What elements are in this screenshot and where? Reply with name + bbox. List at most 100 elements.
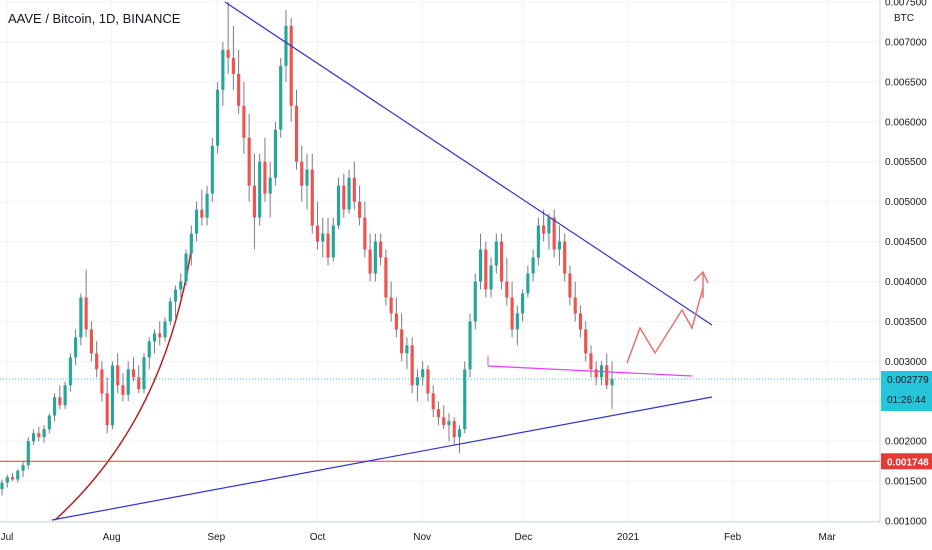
candle-body [74, 337, 78, 358]
candle-body [79, 297, 83, 338]
candle-body [279, 65, 283, 130]
neckline [487, 365, 693, 377]
time-axis[interactable]: Jul Aug Sep Oct Nov Dec 2021 Feb Mar [1, 532, 837, 543]
candle-body [16, 470, 20, 480]
candle-body [63, 385, 67, 406]
support-price-badge [881, 453, 932, 470]
candle-body [305, 169, 309, 186]
candle-body [478, 249, 483, 282]
price-tick-label: 0.004000 [885, 277, 927, 288]
time-tick-label: Nov [413, 532, 431, 543]
candle-body [394, 313, 398, 330]
candle-body [410, 345, 414, 386]
candle-body [368, 249, 372, 274]
price-tick-label: 0.005500 [885, 157, 927, 168]
last-price-badge [881, 370, 932, 387]
candle-body [358, 201, 362, 218]
candle-body [326, 233, 330, 258]
candle-body [547, 217, 551, 234]
candle-body [557, 241, 561, 250]
candle-body [531, 257, 535, 274]
candle-body [137, 377, 141, 390]
candle-body [105, 393, 109, 426]
price-tick-label: 0.004500 [885, 237, 927, 248]
candle-body [237, 73, 241, 106]
candle-body [384, 257, 388, 298]
candle-body [216, 89, 220, 146]
candle-body [442, 417, 446, 426]
countdown-value: 01:26:44 [887, 395, 926, 406]
candle-body [68, 357, 72, 386]
parabolic-curve [54, 244, 193, 521]
price-axis-bg [880, 0, 932, 522]
candle-body [58, 397, 62, 406]
candle-body [552, 217, 556, 250]
candle-body [347, 177, 351, 210]
candle-body [515, 313, 519, 330]
candle-body [589, 353, 593, 370]
candle-body [247, 137, 251, 186]
price-tick-label: 0.006000 [885, 117, 927, 128]
candle-body [110, 365, 115, 426]
candle-body [505, 281, 509, 298]
candle-body [594, 369, 598, 378]
candle-body [578, 313, 583, 330]
candle-body [184, 253, 188, 282]
candle-body [21, 465, 25, 471]
projection-path [626, 287, 704, 364]
candle-body [473, 281, 477, 322]
price-tick-label: 0.006500 [885, 77, 927, 88]
candle-body [563, 241, 567, 274]
price-tick-label: 0.007000 [885, 37, 927, 48]
candle-body [521, 293, 525, 314]
candle-body [95, 353, 99, 370]
price-badges: 0.002779 01:26:44 0.001748 [0, 370, 932, 470]
price-tick-label: 0.003500 [885, 317, 927, 328]
candle-body [100, 369, 104, 394]
time-tick-label: Mar [819, 532, 837, 543]
candle-body [205, 193, 209, 218]
price-tick-label: 0.001500 [885, 477, 927, 488]
candle-body [37, 433, 41, 438]
candle-body [289, 25, 293, 106]
candle-body [273, 129, 278, 178]
candle-body [489, 265, 493, 290]
candle-body [415, 377, 420, 386]
candle-body [221, 49, 225, 90]
candle-body [194, 209, 199, 234]
price-tick-label: 0.002000 [885, 437, 927, 448]
candle-body [294, 105, 299, 162]
candle-series [0, 2, 614, 496]
candle-body [315, 225, 320, 242]
countdown-badge [881, 386, 932, 411]
candle-body [84, 297, 88, 330]
candle-body [231, 57, 235, 74]
candle-body [468, 321, 472, 370]
time-tick-label: Oct [310, 532, 326, 543]
price-tick-label: 0.003000 [885, 357, 927, 368]
candle-body [179, 281, 183, 290]
candle-body [447, 421, 451, 426]
currency-label: BTC [894, 13, 914, 24]
candle-body [47, 415, 51, 430]
candle-body [152, 333, 157, 342]
ascending-trendline [51, 396, 713, 521]
price-tick-label: 0.007500 [885, 0, 927, 9]
candle-body [605, 365, 609, 386]
candle-body [163, 321, 167, 338]
candle-body [147, 341, 151, 358]
time-tick-label: Sep [207, 532, 225, 543]
candle-body [116, 365, 120, 386]
candle-body [226, 49, 230, 58]
candle-body [510, 297, 514, 330]
candle-body [421, 369, 425, 378]
candle-body [452, 421, 456, 438]
candle-body [10, 477, 15, 480]
candle-body [5, 477, 9, 483]
candle-body [331, 225, 335, 258]
time-tick-label: Dec [514, 532, 532, 543]
candle-body [373, 241, 377, 274]
candle-body [158, 333, 162, 338]
candle-body [463, 369, 467, 430]
